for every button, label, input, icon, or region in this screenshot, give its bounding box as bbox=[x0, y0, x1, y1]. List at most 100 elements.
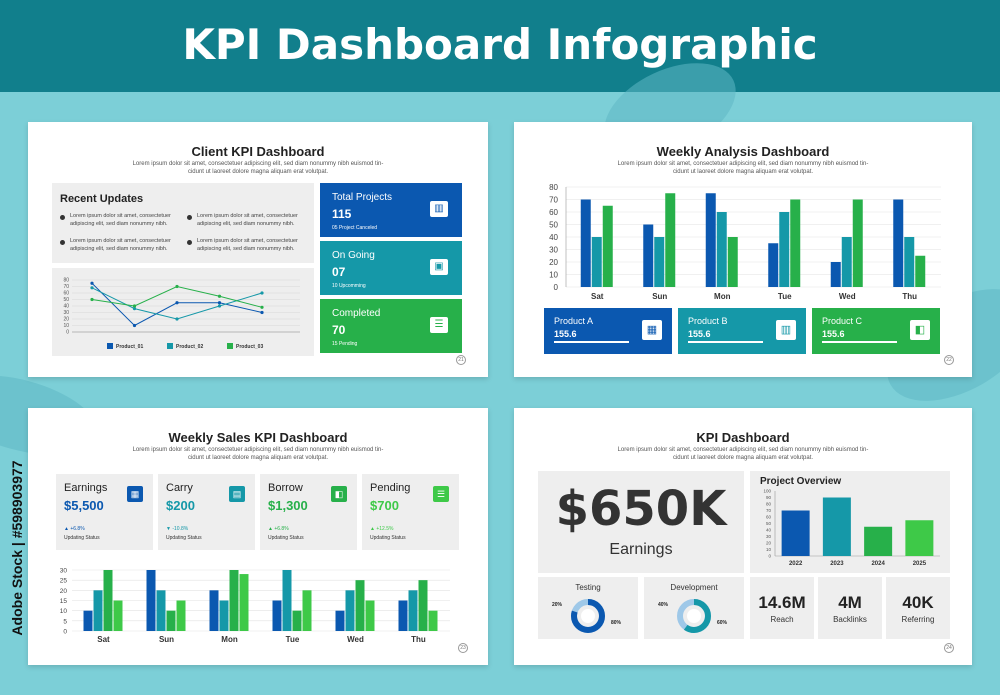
donut-chart bbox=[571, 599, 605, 633]
x-tick-label: Sun bbox=[159, 635, 174, 644]
kpi-title: Pending bbox=[370, 482, 411, 494]
product-title: Product A bbox=[554, 316, 594, 326]
y-tick-label: 60 bbox=[63, 291, 69, 297]
update-text: Lorem ipsum dolor sit amet, consectetuer bbox=[70, 238, 171, 244]
recent-updates-box: Recent Updates Lorem ipsum dolor sit ame… bbox=[52, 183, 314, 263]
y-tick-label: 70 bbox=[549, 196, 558, 205]
donut-chart bbox=[677, 599, 711, 633]
bar bbox=[209, 590, 219, 631]
bar bbox=[239, 574, 249, 631]
stat-title: On Going bbox=[332, 250, 375, 261]
x-tick-label: Sun bbox=[652, 292, 667, 301]
stat-title: Total Projects bbox=[332, 192, 393, 203]
panel-subtitle-2: cidunt ut laoreet dolore magna aliquam e… bbox=[187, 169, 329, 175]
product-card: Product A 155.6 ▦ bbox=[544, 308, 672, 354]
panel-weekly-sales: Weekly Sales KPI Dashboard Lorem ipsum d… bbox=[28, 408, 488, 665]
bar bbox=[852, 199, 863, 287]
donut-left-label: 40% bbox=[658, 602, 669, 608]
bullet-dot bbox=[187, 240, 192, 245]
data-point bbox=[260, 291, 264, 295]
stat-note: 10 Upcomming bbox=[332, 283, 366, 289]
y-tick-label: 50 bbox=[549, 221, 558, 230]
y-tick-label: 0 bbox=[66, 330, 69, 336]
stat-value: 115 bbox=[332, 207, 352, 221]
panel-subtitle-2: cidunt ut laoreet dolore magna aliquam e… bbox=[672, 455, 814, 461]
bar bbox=[893, 199, 904, 287]
metric-label: Referring bbox=[901, 615, 935, 624]
bar bbox=[83, 610, 93, 631]
bar bbox=[408, 590, 418, 631]
page-number: 21 bbox=[456, 355, 466, 365]
x-tick-label: 2024 bbox=[871, 561, 885, 567]
metric-card: 40K Referring bbox=[886, 577, 950, 639]
product-progress-bar bbox=[688, 341, 763, 343]
stat-title: Completed bbox=[332, 308, 381, 319]
x-tick-label: 2022 bbox=[789, 561, 803, 567]
data-point bbox=[132, 323, 137, 328]
update-text: adipiscing elit, sed diam nonummy nibh. bbox=[197, 221, 295, 227]
x-tick-label: Thu bbox=[902, 292, 917, 301]
y-tick-label: 10 bbox=[63, 323, 69, 329]
data-point bbox=[132, 307, 137, 311]
bar bbox=[665, 193, 676, 287]
metric-card: 14.6M Reach bbox=[750, 577, 814, 639]
panel-subtitle-1: Lorem ipsum dolor sit amet, consectetuer… bbox=[132, 447, 384, 453]
panel-subtitle-1: Lorem ipsum dolor sit amet, consectetuer… bbox=[617, 161, 869, 167]
data-point bbox=[90, 286, 94, 290]
bar bbox=[841, 237, 852, 287]
bar bbox=[219, 600, 229, 631]
bar bbox=[345, 590, 355, 631]
y-tick-label: 25 bbox=[60, 578, 68, 585]
y-tick-label: 10 bbox=[60, 608, 68, 615]
data-point bbox=[132, 304, 137, 308]
box-icon: ▦ bbox=[127, 486, 143, 502]
kpi-value: $700 bbox=[370, 498, 399, 513]
bar bbox=[146, 570, 156, 631]
panel-title: Weekly Analysis Dashboard bbox=[656, 144, 830, 159]
side-text: Adobe Stock | #598903977 bbox=[9, 460, 25, 636]
donut-title: Testing bbox=[575, 583, 601, 592]
bar bbox=[830, 262, 841, 287]
y-tick-label: 40 bbox=[549, 233, 558, 242]
data-point bbox=[217, 301, 222, 305]
legend-label: Product_03 bbox=[236, 344, 263, 350]
metric-value: 40K bbox=[902, 593, 934, 612]
bar bbox=[822, 497, 851, 556]
kpi-card: Carry $200 ▼ -10.8% Updating Status ▤ bbox=[158, 474, 255, 550]
product-card: Product C 155.6 ◧ bbox=[812, 308, 940, 354]
donut-arc bbox=[677, 599, 711, 633]
y-tick-label: 20 bbox=[60, 588, 68, 595]
y-tick-label: 100 bbox=[763, 489, 771, 494]
kpi-card: Earnings $5,500 ▲ +6.8% Updating Status ▦ bbox=[56, 474, 153, 550]
document-icon: ☰ bbox=[430, 317, 448, 333]
bar bbox=[335, 610, 345, 631]
bar-chart: 0 5 10 15 20 25 30 Sat Sun Mon Tue Wed Thu bbox=[60, 568, 450, 644]
panel-subtitle-2: cidunt ut laoreet dolore magna aliquam e… bbox=[672, 169, 814, 175]
recent-updates-title: Recent Updates bbox=[60, 193, 144, 205]
y-tick-label: 80 bbox=[549, 183, 558, 192]
banner: KPI Dashboard Infographic bbox=[0, 0, 1000, 92]
data-point bbox=[260, 310, 264, 315]
panel-subtitle-1: Lorem ipsum dolor sit amet, consectetuer… bbox=[617, 447, 869, 453]
legend-label: Product_01 bbox=[116, 344, 143, 350]
bullet-dot bbox=[60, 215, 65, 220]
x-tick-label: Tue bbox=[286, 635, 300, 644]
update-text: Lorem ipsum dolor sit amet, consectetuer bbox=[197, 213, 298, 219]
metric-label: Reach bbox=[770, 615, 794, 624]
metric-value: 4M bbox=[838, 593, 862, 612]
donut-center bbox=[687, 609, 701, 623]
data-point bbox=[217, 304, 222, 308]
donut-title: Development bbox=[670, 583, 718, 592]
bar bbox=[864, 526, 893, 556]
y-tick-label: 80 bbox=[766, 502, 772, 507]
x-tick-label: Sat bbox=[591, 292, 604, 301]
earnings-box: $650K Earnings bbox=[538, 471, 744, 573]
bar bbox=[781, 510, 810, 556]
product-card: Product B 155.6 ▥ bbox=[678, 308, 806, 354]
y-tick-label: 30 bbox=[766, 534, 772, 539]
chart-icon: ▥ bbox=[430, 201, 448, 217]
y-tick-label: 70 bbox=[63, 284, 69, 290]
kpi-status: Updating Status bbox=[370, 535, 406, 541]
donut-card: Development 40% 60% bbox=[644, 577, 744, 639]
